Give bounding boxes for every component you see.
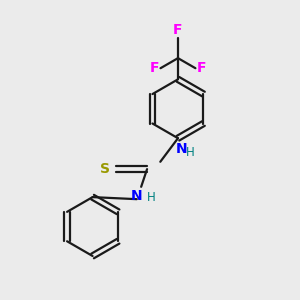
Text: H: H: [186, 146, 195, 159]
Text: H: H: [147, 191, 156, 205]
Text: F: F: [173, 22, 183, 37]
Text: N: N: [131, 189, 142, 202]
Text: F: F: [197, 61, 206, 75]
Text: S: S: [100, 162, 110, 176]
Text: N: N: [176, 142, 188, 156]
Text: F: F: [150, 61, 159, 75]
